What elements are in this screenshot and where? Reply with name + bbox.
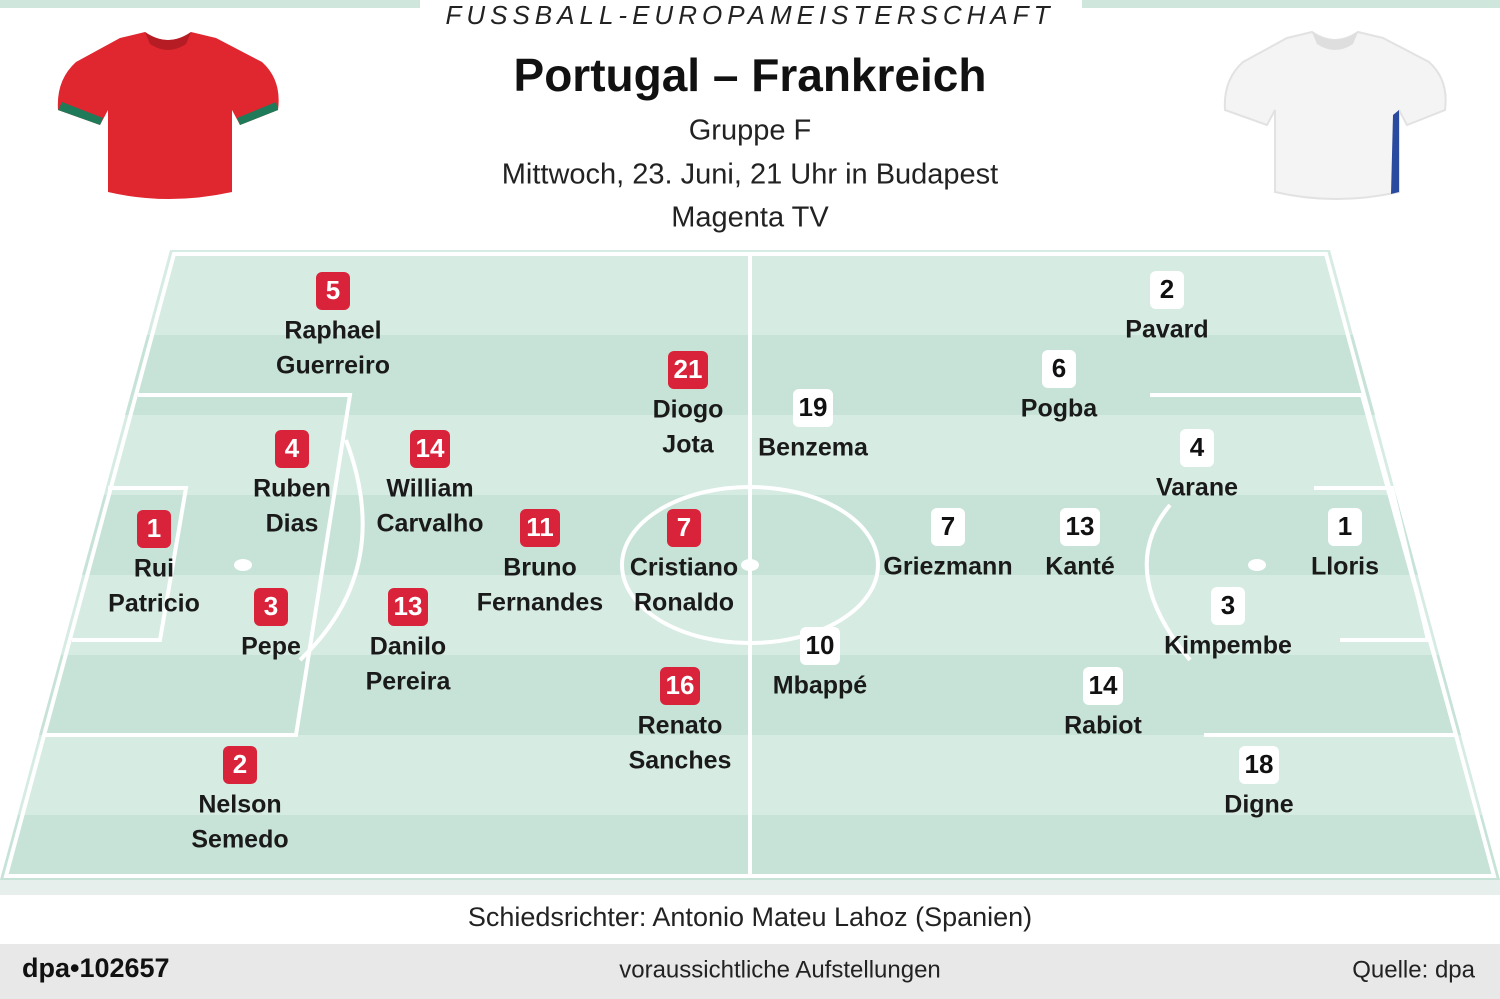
- portugal-jersey: [57, 32, 279, 199]
- player-name: Sanches: [629, 747, 732, 775]
- number-badge: [931, 508, 965, 546]
- player-name: Ronaldo: [634, 589, 734, 617]
- player-number: 7: [677, 512, 691, 542]
- number-badge: [667, 509, 701, 547]
- player-number: 3: [264, 591, 278, 621]
- number-badge: [1150, 271, 1184, 309]
- player-name: Mbappé: [773, 672, 868, 700]
- player-name: Benzema: [758, 434, 869, 462]
- number-badge: [793, 389, 833, 427]
- player-number: 13: [1066, 511, 1095, 541]
- number-badge: [800, 627, 840, 665]
- player-number: 16: [666, 670, 695, 700]
- number-badge: [660, 667, 700, 705]
- player-number: 7: [941, 511, 955, 541]
- player-number: 2: [1160, 274, 1174, 304]
- player-name: Guerreiro: [276, 352, 390, 380]
- footer-source: Quelle: dpa: [1352, 956, 1475, 983]
- player-name: Renato: [638, 712, 723, 740]
- number-badge: [137, 510, 171, 548]
- player-number: 5: [326, 275, 340, 305]
- player-number: 1: [147, 513, 161, 543]
- footer-bar: [0, 944, 1500, 999]
- player-number: 1: [1338, 511, 1352, 541]
- player-name: Pavard: [1125, 316, 1208, 344]
- number-badge: [668, 351, 708, 389]
- date: Mittwoch, 23. Juni, 21 Uhr in Budapest: [502, 159, 998, 191]
- player-name: Rui: [134, 555, 174, 583]
- footer-id: dpa•102657: [22, 953, 170, 983]
- player-name: Bruno: [503, 554, 577, 582]
- number-badge: [388, 588, 428, 626]
- player-number: 3: [1221, 590, 1235, 620]
- player-name: Danilo: [370, 633, 446, 661]
- player-name: Kanté: [1045, 553, 1115, 581]
- player-name: Nelson: [198, 791, 281, 819]
- number-badge: [1239, 746, 1279, 784]
- footer-caption: voraussichtliche Aufstellungen: [619, 956, 941, 983]
- player-name: Griezmann: [883, 553, 1012, 581]
- player-name: Varane: [1156, 474, 1238, 502]
- player-name: Raphael: [284, 317, 381, 345]
- number-badge: [1211, 587, 1245, 625]
- number-badge: [1042, 350, 1076, 388]
- player-name: Digne: [1224, 791, 1294, 819]
- player-number: 2: [233, 749, 247, 779]
- player-name: Pogba: [1021, 395, 1098, 423]
- player-number: 11: [526, 512, 554, 542]
- player-name: Kimpembe: [1164, 632, 1292, 660]
- number-badge: [1328, 508, 1362, 546]
- top-bar-right: [1082, 0, 1500, 8]
- player-number: 19: [799, 392, 828, 422]
- player-name: Pereira: [366, 668, 452, 696]
- title: Portugal – Frankreich: [514, 49, 987, 101]
- number-badge: [410, 430, 450, 468]
- player-number: 13: [394, 591, 423, 621]
- number-badge: [275, 430, 309, 468]
- player-name: Patricio: [108, 590, 200, 618]
- france-jersey: [1223, 30, 1447, 200]
- group: Gruppe F: [689, 115, 812, 147]
- player-name: Semedo: [191, 826, 288, 854]
- player-name: Pepe: [241, 633, 301, 661]
- player-name: Diogo: [653, 396, 724, 424]
- player-name: Fernandes: [477, 589, 603, 617]
- broadcaster: Magenta TV: [671, 202, 829, 234]
- player-number: 4: [285, 433, 300, 463]
- player-name: William: [386, 475, 473, 503]
- player-number: 4: [1190, 432, 1205, 462]
- player-number: 18: [1245, 749, 1274, 779]
- player-name: Jota: [662, 431, 715, 459]
- player-number: 21: [674, 354, 703, 384]
- player-name: Cristiano: [630, 554, 738, 582]
- player-number: 14: [416, 433, 445, 463]
- kicker: FUSSBALL-EUROPAMEISTERSCHAFT: [445, 0, 1054, 30]
- number-badge: [1060, 508, 1100, 546]
- number-badge: [316, 272, 350, 310]
- number-badge: [520, 509, 560, 547]
- player-name: Dias: [266, 510, 319, 538]
- player-number: 10: [806, 630, 835, 660]
- player-name: Rabiot: [1064, 712, 1142, 740]
- number-badge: [254, 588, 288, 626]
- player-name: Lloris: [1311, 553, 1379, 581]
- player-name: Ruben: [253, 475, 331, 503]
- top-bar-left: [0, 0, 420, 8]
- number-badge: [223, 746, 257, 784]
- player-name: Carvalho: [377, 510, 484, 538]
- player-number: 14: [1089, 670, 1118, 700]
- player-number: 6: [1052, 353, 1066, 383]
- number-badge: [1083, 667, 1123, 705]
- number-badge: [1180, 429, 1214, 467]
- referee: Schiedsrichter: Antonio Mateu Lahoz (Spa…: [468, 902, 1032, 932]
